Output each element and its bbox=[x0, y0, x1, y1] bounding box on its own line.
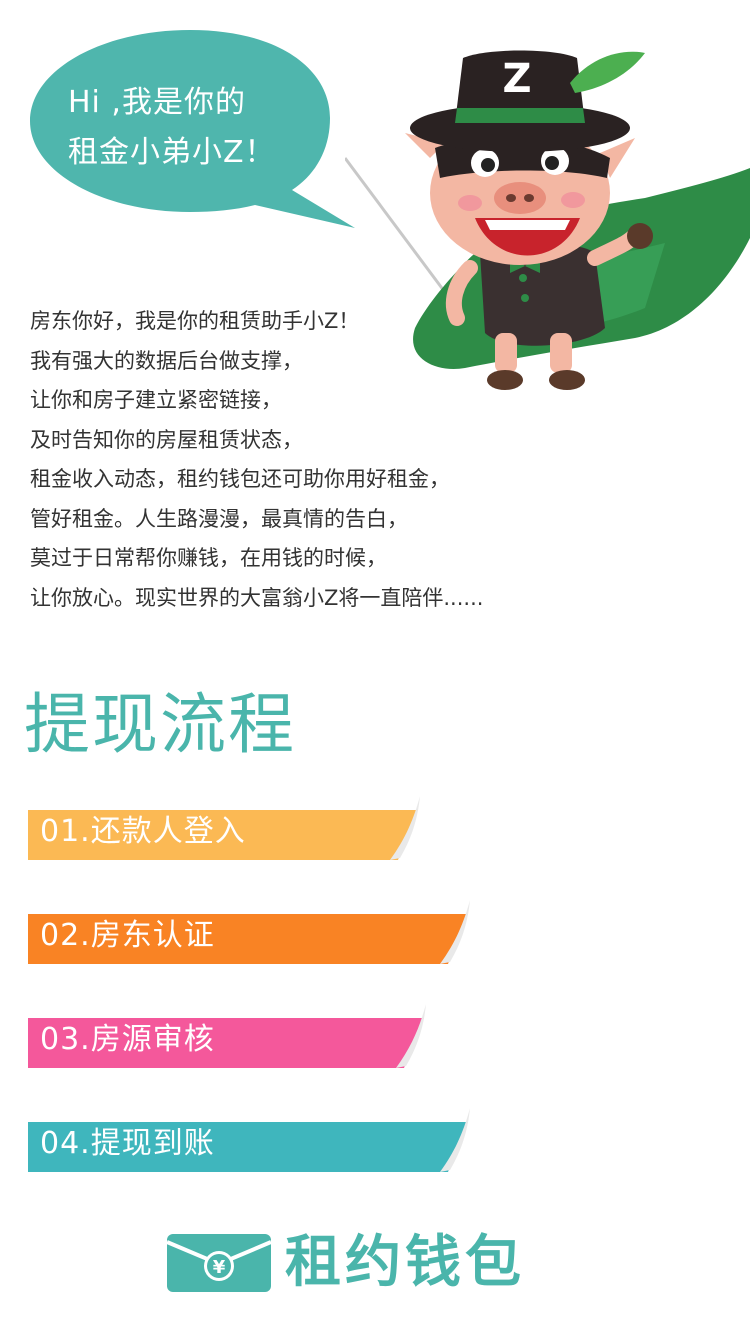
brand-name: 租约钱包 bbox=[285, 1230, 525, 1295]
step-3-label: 03.房源审核 bbox=[40, 1022, 215, 1057]
intro-line: 租金收入动态，租约钱包还可助你用好租金， bbox=[30, 467, 450, 491]
brand-logo: ¥ 租约钱包 bbox=[165, 1228, 605, 1298]
bubble-line-2: 租金小弟小Z！ bbox=[68, 135, 276, 170]
intro-line: 莫过于日常帮你赚钱，在用钱的时候， bbox=[30, 546, 387, 570]
hat-letter: Z bbox=[502, 56, 531, 102]
step-1-label: 01.还款人登入 bbox=[40, 814, 246, 849]
mascot-pig-illustration: Z bbox=[343, 28, 750, 408]
intro-line: 及时告知你的房屋租赁状态， bbox=[30, 427, 303, 452]
step-1-banner: 01.还款人登入 bbox=[28, 796, 428, 866]
intro-line: 管好租金。人生路漫漫，最真情的告白， bbox=[30, 506, 408, 531]
yen-symbol: ¥ bbox=[213, 1257, 226, 1278]
intro-line: 我有强大的数据后台做支撑， bbox=[30, 348, 303, 373]
intro-paragraph: 房东你好，我是你的租赁助手小Z！ 我有强大的数据后台做支撑， 让你和房子建立紧密… bbox=[30, 302, 590, 618]
intro-line: 房东你好，我是你的租赁助手小Z！ bbox=[30, 309, 360, 333]
speech-bubble-text: Hi ,我是你的 租金小弟小Z！ bbox=[68, 78, 276, 178]
intro-line: 让你和房子建立紧密链接， bbox=[30, 388, 282, 412]
step-2-banner: 02.房东认证 bbox=[28, 900, 476, 970]
speech-bubble: Hi ,我是你的 租金小弟小Z！ bbox=[30, 30, 355, 228]
step-2-label: 02.房东认证 bbox=[40, 918, 215, 953]
speech-bubble-shape bbox=[30, 30, 355, 228]
wallet-icon: ¥ bbox=[166, 1234, 272, 1292]
intro-line: 让你放心。现实世界的大富翁小Z将一直陪伴...... bbox=[30, 585, 484, 610]
step-4-banner: 04.提现到账 bbox=[28, 1108, 476, 1178]
step-3-banner: 03.房源审核 bbox=[28, 1004, 432, 1074]
section-title: 提现流程 bbox=[24, 686, 296, 763]
step-4-label: 04.提现到账 bbox=[40, 1126, 215, 1161]
bubble-line-1: Hi ,我是你的 bbox=[68, 85, 246, 120]
